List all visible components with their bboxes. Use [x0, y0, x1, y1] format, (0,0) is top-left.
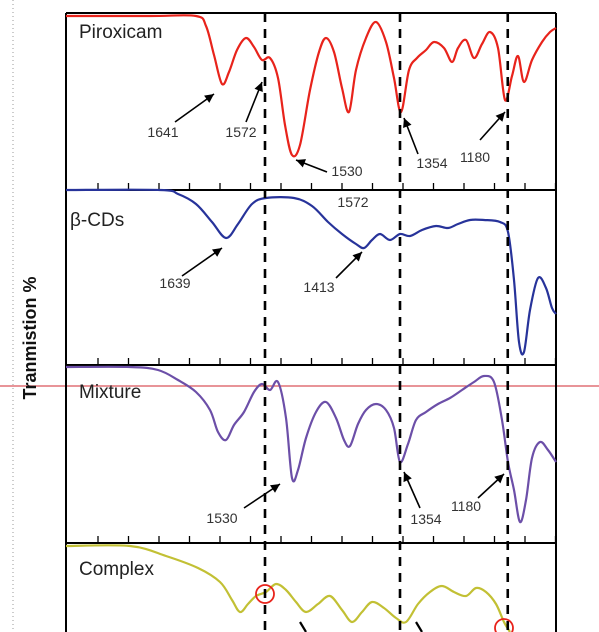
annotation-arrow-head: [296, 159, 306, 168]
annotation-arrow-head: [494, 474, 504, 484]
annotation-piroxicam-1641: 1641: [147, 124, 178, 140]
annotation-arrow-head: [270, 484, 280, 493]
annotation-beta-cds-1572: 1572: [337, 194, 368, 210]
dashed-marker-lines: [263, 13, 510, 632]
annotation-arrow-head: [495, 112, 505, 122]
annotation-arrows: [174, 81, 506, 632]
annotation-arrow-head: [403, 472, 412, 483]
annotation-piroxicam-1180: 1180: [460, 149, 490, 165]
highlight-circle: [494, 618, 514, 632]
annotation-beta-cds-1413: 1413: [303, 279, 334, 295]
panel-name-piroxicam: Piroxicam: [79, 22, 162, 43]
annotation-mixture-1530: 1530: [206, 510, 237, 526]
annotation-arrow-head: [403, 118, 412, 128]
highlight-circles: [255, 584, 514, 632]
annotation-arrow-head: [204, 94, 214, 103]
annotation-arrow-head: [254, 82, 263, 92]
annotation-mixture-1180: 1180: [451, 498, 481, 514]
annotation-piroxicam-1572: 1572: [225, 124, 256, 140]
complex-spectrum-line: [65, 544, 511, 632]
y-axis-title: Tranmistion %: [20, 276, 40, 399]
annotation-piroxicam-1530: 1530: [331, 163, 362, 179]
beta-cds-spectrum-line: [65, 188, 557, 356]
panel-name-complex: Complex: [79, 559, 154, 580]
annotation-mixture-1354: 1354: [410, 511, 441, 527]
panel-name-mixture: Mixture: [79, 382, 141, 403]
annotation-arrow-shaft: [415, 621, 423, 632]
annotation-arrow-shaft: [299, 621, 307, 632]
mixture-spectrum-line: [65, 365, 557, 524]
panel-name-beta-cds: β-CDs: [70, 210, 124, 231]
annotation-piroxicam-1354: 1354: [416, 155, 447, 171]
piroxicam-spectrum-line: [65, 14, 557, 158]
annotation-arrow-head: [212, 248, 222, 257]
annotation-arrow-head: [352, 252, 362, 262]
annotation-beta-cds-1639: 1639: [159, 275, 190, 291]
highlight-circle: [255, 584, 275, 604]
